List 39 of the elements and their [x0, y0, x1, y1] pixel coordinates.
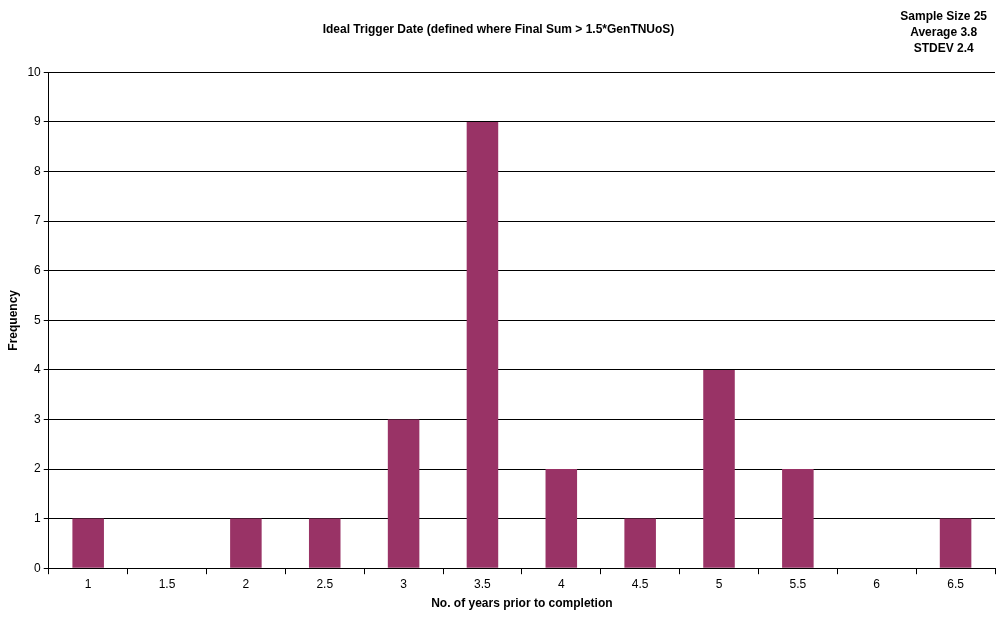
- x-tick-label: 6: [873, 576, 881, 591]
- y-tick-label: 3: [34, 411, 42, 426]
- y-tick-label: 6: [34, 263, 42, 278]
- x-tick-label: 4.5: [631, 576, 649, 591]
- x-tick-label: 2.5: [316, 576, 334, 591]
- bar: [545, 469, 578, 568]
- bar: [782, 469, 814, 568]
- y-tick-label: 2: [34, 461, 42, 476]
- bar: [703, 369, 735, 568]
- y-tick-label: 8: [34, 163, 42, 178]
- bar: [72, 518, 104, 568]
- x-tick-label: 4: [557, 576, 565, 591]
- bar: [939, 518, 972, 568]
- chart-title: Ideal Trigger Date (defined where Final Sum > 1.5*GenTNUoS): [322, 21, 675, 36]
- bar: [624, 518, 656, 568]
- text: Sample Size 25: [900, 8, 987, 24]
- text: STDEV 2.4: [912, 40, 975, 56]
- bar: [387, 419, 420, 568]
- y-axis-title: Frequency: [5, 289, 20, 351]
- text: Average 3.8: [909, 24, 979, 40]
- y-tick-label: 9: [34, 114, 42, 129]
- y-tick-label: 0: [34, 560, 42, 575]
- y-tick-label: 4: [34, 362, 42, 377]
- y-tick-label: 7: [34, 213, 42, 228]
- x-tick-label: 1: [84, 576, 92, 591]
- x-tick-label: 3.5: [474, 576, 492, 591]
- bar: [466, 121, 499, 568]
- y-tick-label: 10: [27, 64, 42, 79]
- y-tick-label: 5: [34, 312, 42, 327]
- x-tick-label: 5: [715, 576, 723, 591]
- x-tick-label: 3: [400, 576, 408, 591]
- x-tick-label: 1.5: [158, 576, 176, 591]
- x-tick-label: 2: [242, 576, 250, 591]
- y-tick-label: 1: [34, 510, 42, 525]
- x-tick-label: 6.5: [947, 576, 965, 591]
- x-tick-label: 5.5: [789, 576, 807, 591]
- bar: [308, 518, 341, 568]
- x-axis-title: No. of years prior to completion: [431, 596, 613, 611]
- bar: [230, 518, 262, 568]
